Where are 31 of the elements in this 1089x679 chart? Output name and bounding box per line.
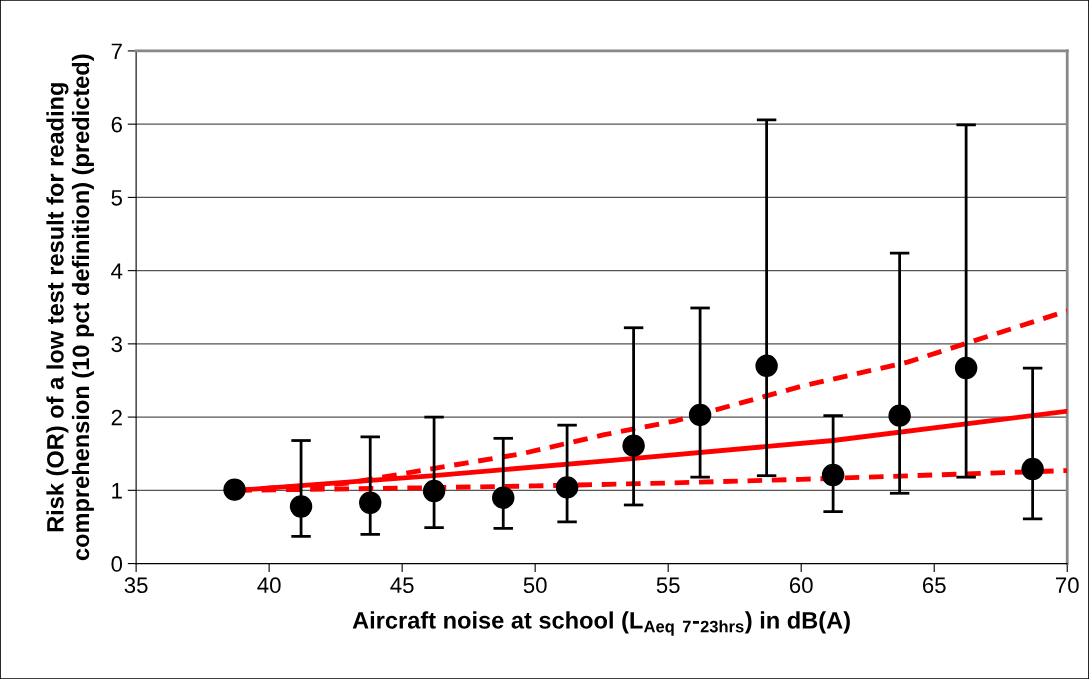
point — [622, 434, 645, 457]
x-tick-label: 55 — [656, 577, 680, 594]
point — [422, 479, 446, 503]
y-tick-label: 4 — [111, 263, 123, 279]
point — [289, 495, 313, 518]
x-tick-label: 35 — [124, 577, 148, 594]
x-axis-title: Aircraft noise at school (L$_{Aeq 7}$-$_{23hrs}$) in dB(A) — [352, 611, 850, 636]
y-tick-label: 1 — [112, 483, 122, 499]
point — [555, 476, 579, 499]
y-tick-label: 0 — [111, 556, 123, 572]
x-tick-label: 70 — [1056, 577, 1079, 594]
y-tick-label: 2 — [111, 409, 122, 426]
y-tick-label: 7 — [111, 43, 122, 59]
point — [954, 356, 978, 380]
point — [688, 403, 712, 427]
y-axis-title: Risk (OR) of a low test result for reading comprehension (10 pct definition) (predicted) — [46, 54, 94, 561]
point — [492, 486, 515, 509]
y-tick-label: 5 — [111, 190, 122, 206]
x-tick-label: 65 — [922, 577, 946, 594]
point — [1021, 457, 1044, 481]
x-tick-label: 50 — [523, 577, 547, 594]
point — [223, 478, 246, 501]
point — [359, 491, 382, 515]
y-tick-label: 6 — [111, 116, 122, 133]
y-tick-label: 3 — [111, 336, 122, 353]
x-tick-label: 60 — [789, 577, 813, 594]
x-tick-label: 45 — [390, 577, 414, 594]
x-tick-label: 40 — [257, 577, 281, 594]
point — [755, 354, 778, 378]
point — [821, 463, 845, 487]
point — [888, 404, 911, 427]
